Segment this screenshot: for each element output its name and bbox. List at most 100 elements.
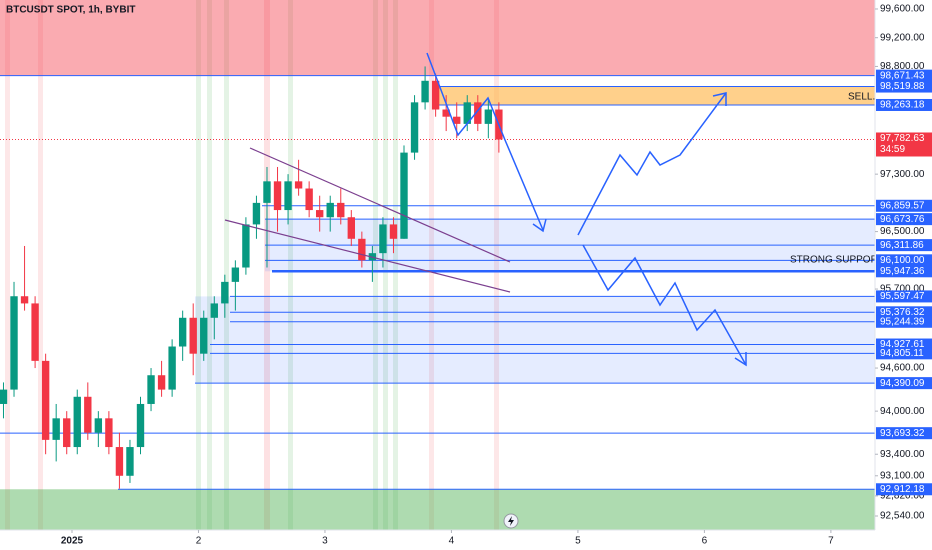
countdown: 34:59 — [880, 144, 905, 155]
zone — [435, 86, 875, 105]
candle-body — [400, 152, 408, 239]
level-label-bg — [876, 290, 932, 303]
zone — [195, 296, 875, 384]
candle-body — [20, 296, 29, 304]
candle-body — [431, 80, 440, 110]
candle-body — [263, 181, 271, 203]
level-label-bg — [876, 239, 932, 252]
level-label: 95,376.32 — [880, 307, 925, 318]
trend-line — [224, 219, 511, 293]
candle-body — [63, 418, 71, 448]
candle-body — [294, 181, 303, 189]
x-tick-label: 2 — [196, 536, 202, 547]
level-label-bg — [876, 427, 932, 440]
last-price-bg — [876, 132, 932, 157]
y-tick-label: 97,300.00 — [880, 169, 925, 180]
arrow-head — [712, 92, 727, 106]
level-label: 98,671.43 — [880, 70, 925, 81]
y-tick-label: 94,000.00 — [880, 406, 925, 417]
candle-body — [442, 109, 450, 117]
zone — [0, 489, 875, 530]
candle-body — [41, 360, 50, 440]
candle-body — [315, 210, 324, 218]
candle-body — [94, 418, 103, 433]
y-tick-label: 94,600.00 — [880, 363, 925, 374]
time-axis — [0, 530, 932, 550]
x-axis: 2025 2 3 4 5 6 7 — [61, 530, 834, 547]
red-band — [38, 0, 43, 530]
candle-body — [189, 317, 197, 354]
x-tick-label: 6 — [702, 536, 708, 547]
candle-body — [84, 396, 92, 433]
candle-body — [231, 267, 240, 282]
zone — [0, 0, 875, 76]
candle-body — [200, 317, 208, 354]
candle-body — [474, 102, 482, 124]
level-label-bg — [876, 315, 932, 328]
y-tick-label: 93,100.00 — [880, 470, 925, 481]
candle-body — [168, 346, 176, 390]
red-band — [5, 0, 10, 530]
y-axis: 99,600.00 99,200.00 98,800.00 97,300.00 96,5… — [875, 4, 925, 522]
level-label: 96,311.86 — [880, 240, 924, 251]
level-label: 95,244.39 — [880, 316, 925, 327]
annotation: STRONG SUPPORT — [790, 255, 884, 266]
candle-body — [31, 303, 39, 361]
level-label: 95,947.36 — [880, 266, 925, 277]
y-tick-label: 92,820.00 — [880, 491, 925, 502]
level-label-bg — [876, 265, 932, 278]
candle-body — [157, 375, 166, 390]
level-label: 98,519.88 — [880, 81, 925, 92]
candle-body — [379, 224, 387, 254]
candle-body — [453, 116, 461, 124]
candle-body — [52, 418, 60, 440]
level-label-bg — [876, 98, 932, 111]
y-tick-label: 95,700.00 — [880, 284, 925, 295]
annotation: SELL. — [848, 92, 875, 103]
candle-body — [358, 238, 366, 261]
candle-body — [273, 181, 282, 211]
level-label: 96,859.57 — [880, 200, 925, 211]
level-label-bg — [876, 213, 932, 226]
level-label-bg — [876, 483, 932, 496]
candle-body — [221, 281, 229, 304]
trend-line — [249, 147, 511, 263]
level-label: 94,390.09 — [880, 378, 925, 389]
candle-body — [126, 447, 134, 476]
y-tick-label: 92,540.00 — [880, 511, 925, 522]
green-band — [288, 0, 293, 530]
candle-body — [410, 102, 419, 153]
candle-body — [337, 202, 345, 218]
red-band — [494, 0, 499, 530]
chart-title: BTCUSDT SPOT, 1h, BYBIT — [6, 5, 135, 16]
candle-body — [242, 224, 250, 268]
level-label-bg — [876, 306, 932, 319]
candle-body — [421, 80, 429, 103]
x-tick-label: 7 — [828, 536, 834, 547]
level-label: 98,263.18 — [880, 100, 925, 111]
candle-body — [347, 217, 355, 239]
candle-body — [463, 102, 471, 124]
red-band — [429, 0, 434, 530]
level-label: 96,673.76 — [880, 214, 925, 225]
level-label-bg — [876, 69, 932, 82]
candle-body — [284, 181, 292, 211]
candle-body — [73, 396, 81, 448]
green-band — [373, 0, 378, 530]
level-label-bg — [876, 347, 932, 360]
candle-body — [0, 389, 8, 404]
candle-body — [305, 188, 313, 211]
candle-body — [326, 202, 334, 218]
candle-body — [147, 375, 155, 404]
level-label: 94,805.11 — [880, 348, 924, 359]
arrow-head — [532, 218, 547, 233]
level-label: 94,927.61 — [880, 339, 925, 350]
green-band — [224, 0, 229, 530]
candle-body — [105, 418, 113, 448]
level-label-bg — [876, 254, 932, 267]
candle-body — [210, 303, 218, 318]
y-tick-label: 99,200.00 — [880, 32, 925, 43]
drawings — [224, 52, 747, 367]
projection-path — [577, 92, 727, 236]
